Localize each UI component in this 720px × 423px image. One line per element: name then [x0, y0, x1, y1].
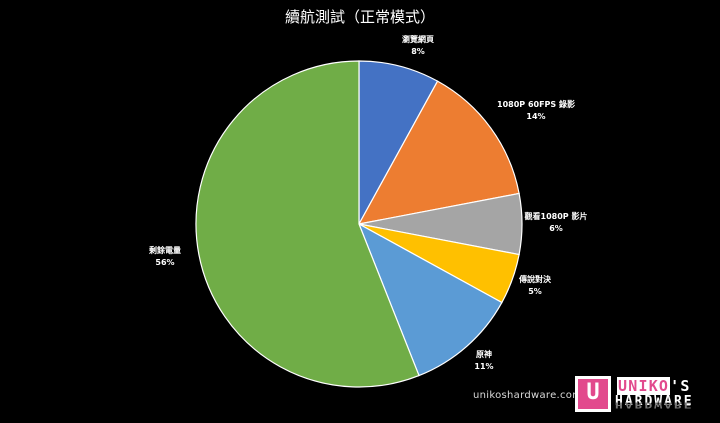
- slice-percent-label: 8%: [411, 47, 425, 56]
- pie-slices: [195, 60, 523, 388]
- pie-slice: [195, 60, 420, 388]
- slice-percent-label: 14%: [526, 112, 545, 121]
- slice-percent-label: 6%: [549, 224, 563, 233]
- chart-title: 續航測試（正常模式）: [285, 8, 435, 26]
- slice-name-label: 原神: [476, 349, 492, 359]
- slice-name-label: 剩餘電量: [149, 245, 181, 255]
- uniko-logo: U UNIKO'S HARDWARE HARDWARE: [575, 376, 720, 423]
- logo-line2: HARDWARE: [615, 394, 694, 409]
- pie-labels: 瀏覽網頁 8% 1080P 60FPS 錄影 14% 觀看1080P 影片 6% 傳說對決 5…: [149, 34, 587, 371]
- pie-slice: [357, 222, 503, 377]
- pie-slice: [357, 80, 520, 225]
- slice-name-label: 傳說對決: [518, 274, 552, 284]
- watermark-url: unikoshardware.com: [473, 390, 583, 401]
- slice-name-label: 1080P 60FPS 錄影: [497, 99, 575, 109]
- slice-name-label: 瀏覽網頁: [401, 34, 434, 44]
- slice-percent-label: 5%: [528, 287, 542, 296]
- logo-line1: UNIKO'S: [617, 377, 691, 395]
- slice-percent-label: 11%: [474, 362, 493, 371]
- slice-name-label: 觀看1080P 影片: [525, 211, 588, 221]
- logo-line3-reflection: HARDWARE: [615, 400, 694, 409]
- slice-percent-label: 56%: [155, 258, 174, 267]
- logo-icon: U: [575, 376, 611, 412]
